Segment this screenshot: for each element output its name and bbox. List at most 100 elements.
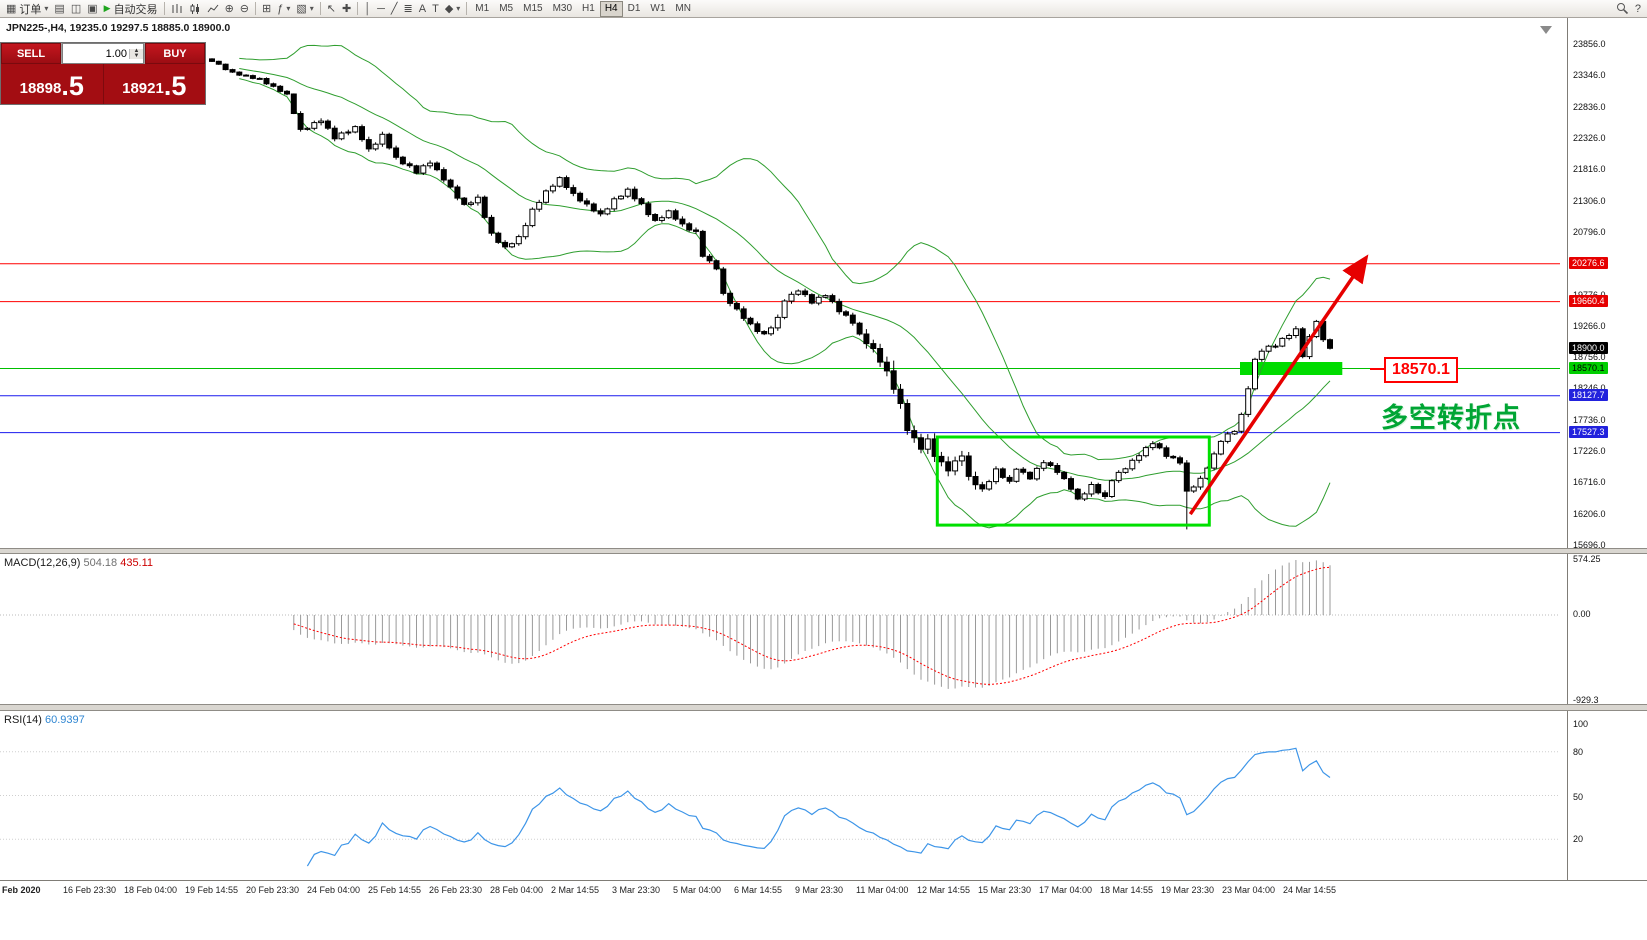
price-badge-red: 19660.4: [1569, 295, 1608, 307]
toolbar-separator: [466, 2, 468, 15]
support-price-label[interactable]: 18570.1: [1384, 357, 1458, 383]
time-axis-label: Feb 2020: [2, 885, 41, 895]
time-axis-label: 6 Mar 14:55: [734, 885, 783, 895]
time-axis-label: 12 Mar 14:55: [917, 885, 971, 895]
time-axis-label: 11 Mar 04:00: [856, 885, 909, 895]
time-axis-label: 19 Mar 23:30: [1161, 885, 1215, 895]
macd-tick: 0.00: [1573, 609, 1591, 619]
panel-separator[interactable]: [0, 548, 1647, 554]
timeframe-h1[interactable]: H1: [582, 2, 595, 14]
toolbar-separator: [357, 2, 359, 15]
volume-increase-button[interactable]: ▲: [130, 48, 143, 54]
terminal-icon[interactable]: ▣: [87, 3, 98, 15]
line-chart-icon[interactable]: [204, 1, 222, 17]
timeframe-m30[interactable]: M30: [552, 2, 573, 14]
trendline-tool-icon[interactable]: ╱: [390, 3, 398, 15]
toolbar-separator: [255, 2, 256, 15]
rsi-panel[interactable]: [0, 711, 1567, 880]
macd-panel[interactable]: [0, 554, 1567, 704]
sell-button[interactable]: SELL: [1, 43, 61, 64]
templates-button[interactable]: ▧ ▾: [296, 3, 314, 15]
timeframe-m1[interactable]: M1: [475, 2, 490, 14]
price-tick: 21816.0: [1573, 164, 1606, 174]
price-tick: 17226.0: [1573, 446, 1606, 456]
volume-decrease-button[interactable]: ▼: [130, 53, 143, 59]
sell-price[interactable]: 18898 .5: [1, 64, 104, 104]
macd-name: MACD(12,26,9): [4, 557, 81, 569]
time-axis-label: 9 Mar 23:30: [795, 885, 844, 895]
search-icon[interactable]: [1613, 1, 1632, 17]
chart-symbol: JPN225-,H4,: [6, 22, 67, 34]
buy-price[interactable]: 18921 .5: [104, 64, 206, 104]
chevron-down-icon: ▾: [44, 4, 49, 13]
rsi-label: RSI(14) 60.9397: [4, 714, 85, 726]
timeframe-m15[interactable]: M15: [523, 2, 543, 14]
volume-field: ▲ ▼: [62, 43, 144, 64]
support-label-connector: [1370, 368, 1384, 370]
time-axis-label: 5 Mar 04:00: [673, 885, 722, 895]
autotrading-button[interactable]: ▶ 自动交易: [101, 1, 161, 17]
price-tick: 15696.0: [1573, 540, 1606, 550]
new-order-button[interactable]: ▦ 订单 ▾: [3, 1, 51, 17]
volume-input[interactable]: [63, 46, 129, 61]
macd-signal-value: 435.11: [120, 557, 154, 569]
horizontal-line-tool-icon[interactable]: ─: [377, 2, 385, 15]
price-tick: 21306.0: [1573, 196, 1606, 206]
zoom-in-icon[interactable]: ⊕: [224, 3, 234, 15]
indicators-button[interactable]: ƒ ▾: [277, 2, 291, 15]
main-chart[interactable]: [0, 18, 1567, 549]
cursor-tool-icon[interactable]: ↖: [326, 3, 336, 15]
tile-windows-icon[interactable]: ⊞: [262, 3, 272, 15]
zoom-out-icon[interactable]: ⊖: [239, 3, 249, 15]
price-tick: 23346.0: [1573, 70, 1606, 80]
macd-tick: -929.3: [1573, 695, 1599, 705]
market-watch-icon[interactable]: ▤: [54, 3, 65, 15]
timeframe-d1[interactable]: D1: [627, 2, 641, 14]
timeframe-w1[interactable]: W1: [650, 2, 666, 14]
bar-chart-icon[interactable]: [168, 1, 186, 17]
arrows-tool-button[interactable]: ◆ ▾: [444, 3, 461, 15]
candlestick-chart-icon[interactable]: [186, 1, 204, 17]
price-scale[interactable]: 23856.0 23346.0 22836.0 22326.0 21816.0 21306…: [1567, 18, 1647, 880]
breakout-arrow[interactable]: [1188, 254, 1369, 516]
macd-tick: 574.25: [1573, 554, 1601, 564]
timeframe-m5[interactable]: M5: [499, 2, 514, 14]
macd-label: MACD(12,26,9) 504.18 435.11: [4, 557, 153, 569]
sell-price-frac: .5: [61, 71, 84, 101]
time-axis[interactable]: Feb 2020 16 Feb 23:30 18 Feb 04:00 19 Feb 1…: [0, 880, 1647, 899]
time-axis-label: 2 Mar 14:55: [551, 885, 600, 895]
time-axis-label: 25 Feb 14:55: [368, 885, 422, 895]
fibonacci-tool-icon[interactable]: ≣: [403, 3, 413, 15]
timeframe-h4[interactable]: H4: [599, 0, 623, 17]
time-axis-label: 20 Feb 23:30: [246, 885, 300, 895]
consolidation-box[interactable]: [935, 435, 1211, 527]
price-badge-green: 18570.1: [1569, 362, 1608, 374]
price-badge-blue: 17527.3: [1569, 426, 1608, 438]
label-tool-icon[interactable]: T: [432, 2, 439, 15]
chevron-down-icon: ▾: [309, 4, 314, 13]
sell-price-main: 18898: [19, 80, 62, 97]
time-axis-label: 23 Mar 04:00: [1222, 885, 1276, 895]
rsi-line: [306, 747, 1331, 867]
new-order-icon: ▦: [6, 3, 17, 15]
text-tool-icon[interactable]: A: [418, 2, 427, 15]
turning-point-text: 多空转折点: [1381, 403, 1521, 433]
chart-shift-marker[interactable]: [1540, 26, 1552, 34]
crosshair-tool-icon[interactable]: ✚: [342, 3, 352, 15]
price-tick: 19266.0: [1573, 321, 1606, 331]
chart-ohlc: 19235.0 19297.5 18885.0 18900.0: [69, 22, 231, 34]
vertical-line-tool-icon[interactable]: │: [364, 2, 372, 15]
autotrading-label: 自动交易: [113, 3, 158, 16]
price-tick: 18246.0: [1573, 383, 1606, 393]
candlesticks: [209, 58, 1333, 530]
navigator-icon[interactable]: ◫: [70, 3, 82, 15]
help-icon[interactable]: ?: [1634, 2, 1641, 15]
timeframe-mn[interactable]: MN: [675, 2, 691, 14]
time-axis-label: 16 Feb 23:30: [63, 885, 117, 895]
chevron-down-icon: ▾: [456, 4, 461, 13]
panel-separator[interactable]: [0, 704, 1647, 711]
price-tick: 23856.0: [1573, 39, 1606, 49]
buy-button[interactable]: BUY: [145, 43, 205, 64]
time-axis-label: 3 Mar 23:30: [612, 885, 661, 895]
